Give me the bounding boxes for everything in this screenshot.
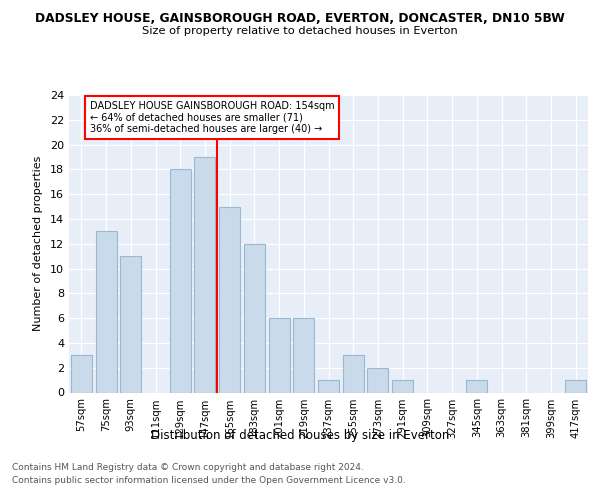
Y-axis label: Number of detached properties: Number of detached properties <box>33 156 43 332</box>
Text: Size of property relative to detached houses in Everton: Size of property relative to detached ho… <box>142 26 458 36</box>
Bar <box>269 318 290 392</box>
Bar <box>244 244 265 392</box>
Bar <box>95 232 116 392</box>
Text: Distribution of detached houses by size in Everton: Distribution of detached houses by size … <box>151 428 449 442</box>
Bar <box>170 170 191 392</box>
Bar <box>392 380 413 392</box>
Bar <box>219 206 240 392</box>
Bar <box>293 318 314 392</box>
Bar <box>71 356 92 393</box>
Bar <box>466 380 487 392</box>
Bar <box>367 368 388 392</box>
Text: Contains public sector information licensed under the Open Government Licence v3: Contains public sector information licen… <box>12 476 406 485</box>
Bar <box>343 356 364 393</box>
Text: DADSLEY HOUSE, GAINSBOROUGH ROAD, EVERTON, DONCASTER, DN10 5BW: DADSLEY HOUSE, GAINSBOROUGH ROAD, EVERTO… <box>35 12 565 26</box>
Bar <box>318 380 339 392</box>
Bar <box>120 256 141 392</box>
Bar <box>194 157 215 392</box>
Text: Contains HM Land Registry data © Crown copyright and database right 2024.: Contains HM Land Registry data © Crown c… <box>12 464 364 472</box>
Text: DADSLEY HOUSE GAINSBOROUGH ROAD: 154sqm
← 64% of detached houses are smaller (71: DADSLEY HOUSE GAINSBOROUGH ROAD: 154sqm … <box>90 101 335 134</box>
Bar <box>565 380 586 392</box>
